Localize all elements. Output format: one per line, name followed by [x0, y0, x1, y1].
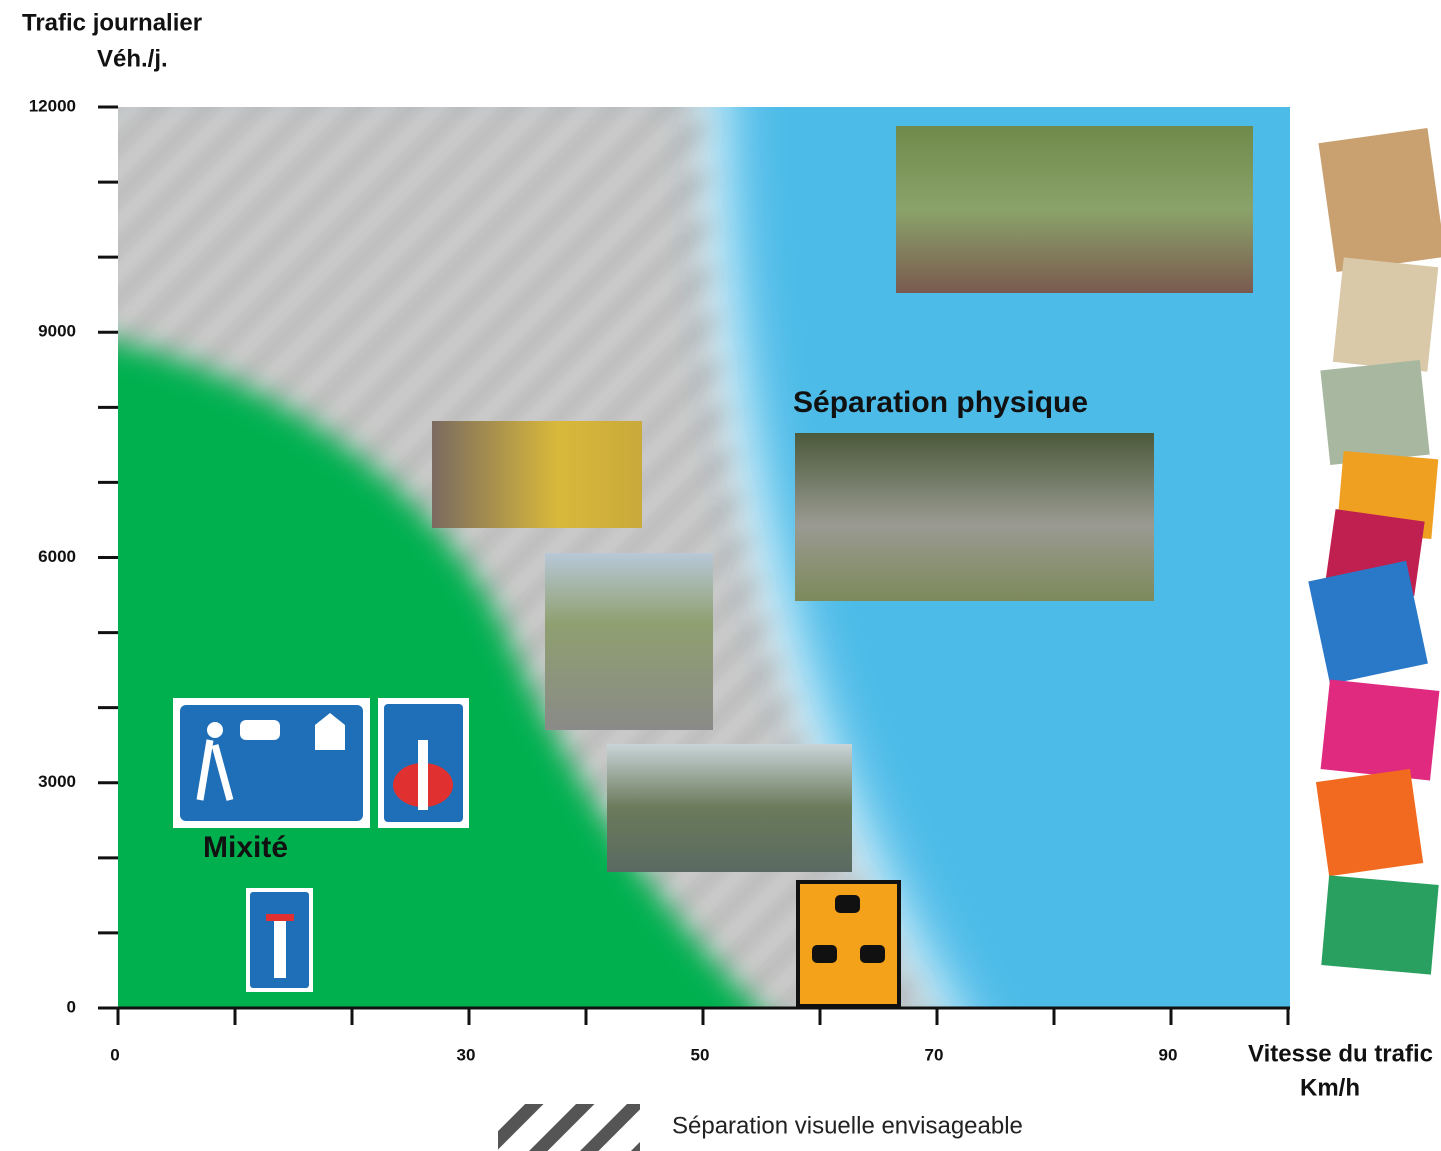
y-tick-label: 6000	[38, 547, 76, 566]
x-tick-label: 0	[110, 1045, 119, 1064]
y-tick-label: 3000	[38, 772, 76, 791]
y-tick-label: 9000	[38, 322, 76, 341]
legend-label: Séparation visuelle envisageable	[672, 1112, 1023, 1139]
x-tick-label: 70	[925, 1045, 944, 1064]
photo	[545, 553, 713, 730]
photo	[432, 421, 642, 528]
x-axis-title: Vitesse du trafic	[1248, 1040, 1433, 1067]
annotation: Séparation physique	[793, 386, 1088, 419]
photo	[896, 126, 1253, 293]
annotation: Mixité	[203, 831, 288, 864]
y-axis-title: Trafic journalier	[22, 9, 202, 36]
zone-mixed	[118, 341, 758, 1008]
booklets	[1308, 127, 1441, 975]
y-tick-label: 12000	[29, 96, 76, 115]
legend: Séparation visuelle envisageable	[498, 1104, 1023, 1151]
photo	[795, 433, 1154, 601]
x-tick-label: 30	[457, 1045, 476, 1064]
sign-lanes	[796, 880, 901, 1008]
sign-dead-end	[246, 888, 313, 992]
y-tick-label: 0	[67, 997, 76, 1016]
photo	[607, 744, 852, 872]
x-tick-label: 50	[691, 1045, 710, 1064]
y-axis-unit: Véh./j.	[97, 45, 168, 72]
sign-cycle-street	[378, 698, 469, 828]
x-axis-unit: Km/h	[1300, 1074, 1360, 1101]
x-tick-label: 90	[1159, 1045, 1178, 1064]
legend-swatch	[498, 1104, 640, 1151]
sign-residential	[173, 698, 370, 828]
